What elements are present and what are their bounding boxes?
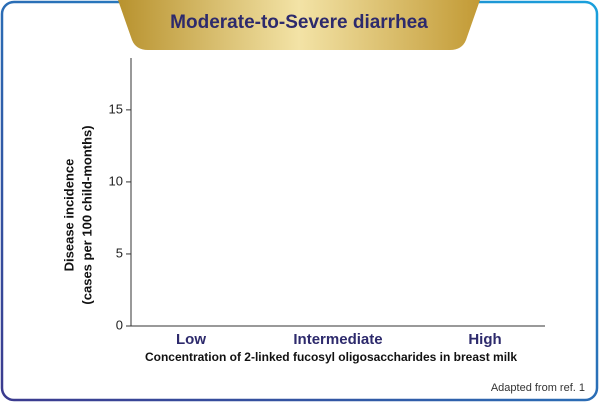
title-banner [118, 0, 480, 50]
x-axis-label: Concentration of 2-linked fucosyl oligos… [145, 350, 517, 364]
x-tick-label: Low [176, 331, 206, 348]
source-note: Adapted from ref. 1 [491, 382, 585, 394]
x-tick-label: High [468, 331, 501, 348]
y-axis-label: (cases per 100 child-months) [79, 125, 94, 304]
y-axis-label: Disease incidence [61, 159, 76, 272]
y-tick-label: 0 [116, 317, 123, 332]
chart-title: Moderate-to-Severe diarrhea [170, 12, 428, 33]
x-tick-label: Intermediate [293, 331, 382, 348]
y-tick-label: 10 [109, 173, 123, 188]
y-tick-label: 15 [109, 101, 123, 116]
y-tick-label: 5 [116, 245, 123, 260]
